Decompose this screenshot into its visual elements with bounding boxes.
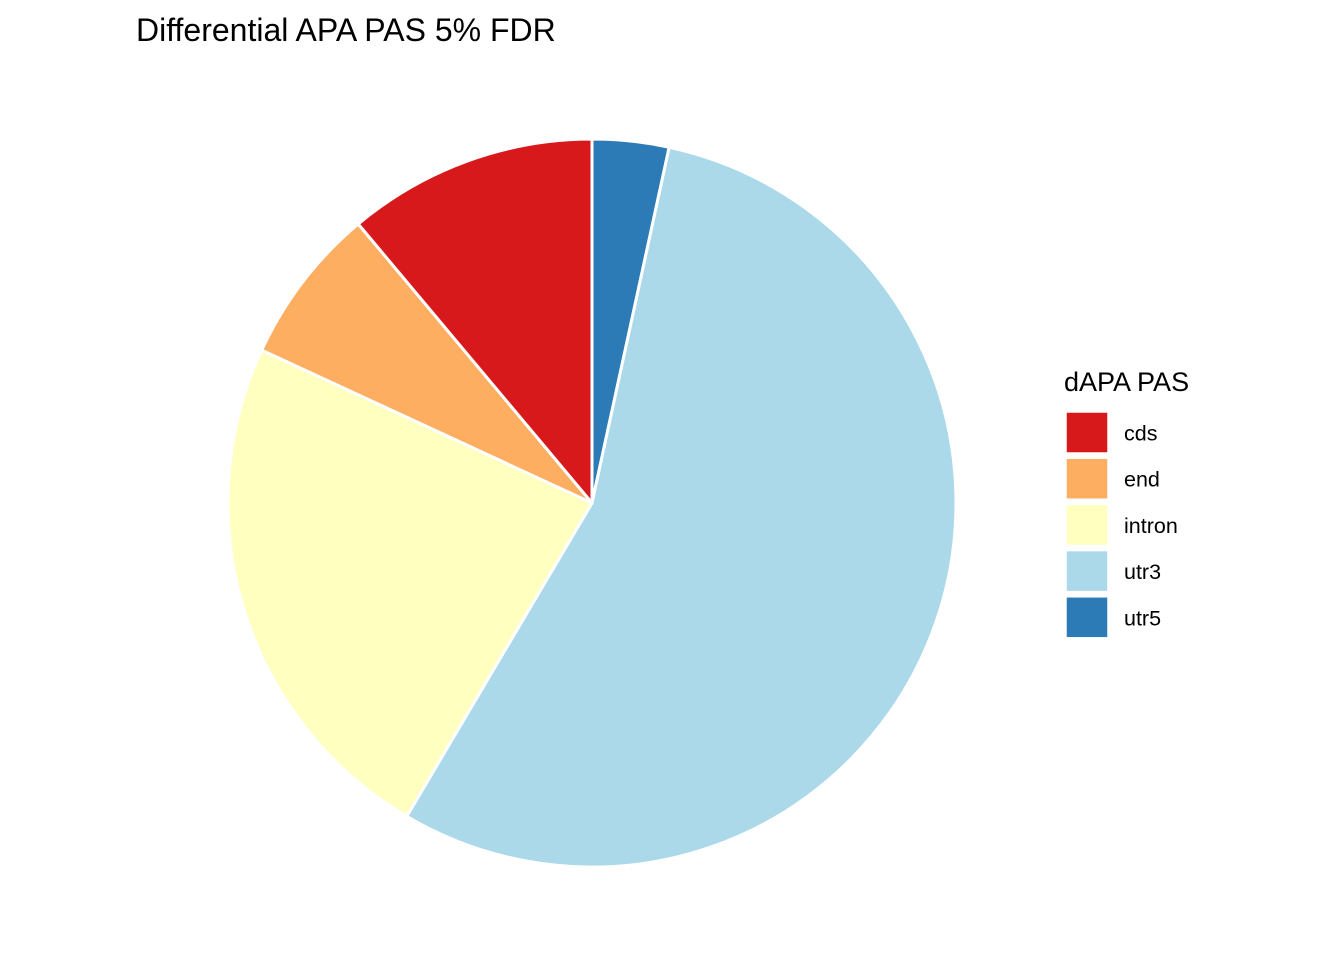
legend-label-cds: cds <box>1124 422 1157 446</box>
pie-slice-utr3 <box>405 145 958 869</box>
legend-swatch-intron <box>1065 503 1109 547</box>
legend-label-utr5: utr5 <box>1124 606 1161 630</box>
legend-title: dAPA PAS <box>1064 367 1189 397</box>
chart-title: Differential APA PAS 5% FDR <box>136 12 556 48</box>
pie-slices <box>226 137 958 869</box>
pie-slice-intron <box>226 348 594 818</box>
legend-swatch-end <box>1065 457 1109 500</box>
legend: dAPA PAS cds end intron utr3 utr5 <box>1064 367 1189 639</box>
pie-slice-cds <box>356 137 594 505</box>
legend-label-end: end <box>1124 468 1160 492</box>
legend-swatch-utr5 <box>1065 596 1109 639</box>
legend-items: cds end intron utr3 utr5 <box>1065 411 1178 639</box>
legend-label-utr3: utr3 <box>1124 560 1161 584</box>
legend-swatch-cds <box>1065 411 1109 454</box>
legend-label-intron: intron <box>1124 514 1178 538</box>
legend-swatch-utr3 <box>1065 549 1109 593</box>
pie-slice-end <box>260 222 594 505</box>
